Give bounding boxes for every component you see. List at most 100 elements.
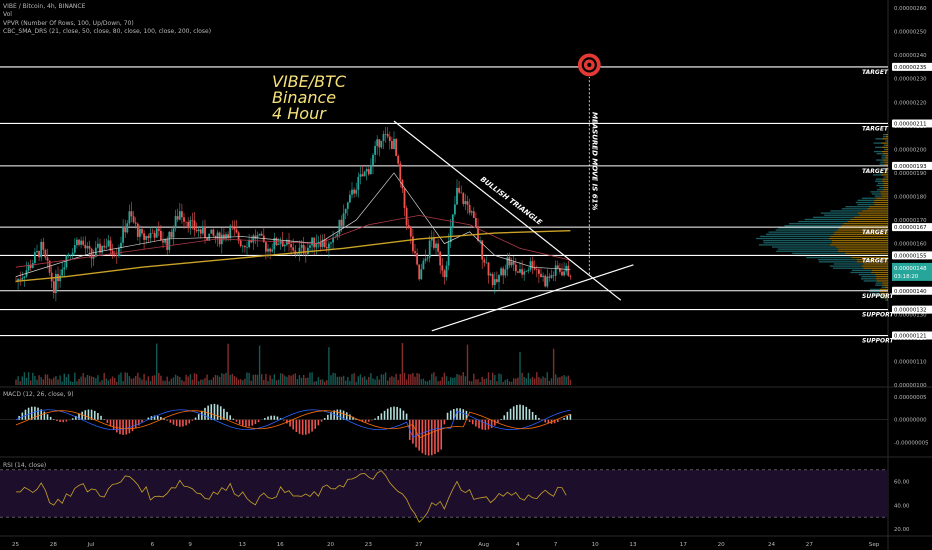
vpvr-up-bar bbox=[756, 238, 829, 239]
candle-body bbox=[347, 202, 349, 208]
macd-hist-bar bbox=[327, 415, 329, 420]
vpvr-down-bar bbox=[886, 134, 888, 135]
macd-hist-bar bbox=[25, 410, 27, 420]
volume-bar bbox=[125, 372, 126, 385]
vpvr-down-bar bbox=[836, 246, 888, 247]
volume-bar bbox=[192, 380, 193, 385]
macd-hist-bar bbox=[166, 420, 168, 421]
macd-hist-bar bbox=[387, 409, 389, 420]
volume-bar bbox=[429, 380, 430, 385]
price-tick-label: 0.00000160 bbox=[894, 242, 927, 248]
volume-bar bbox=[540, 379, 541, 385]
candle-body bbox=[534, 268, 536, 269]
volume-bar bbox=[53, 378, 54, 385]
volume-bar bbox=[515, 379, 516, 385]
candle-body bbox=[93, 257, 95, 259]
volume-bar bbox=[150, 381, 151, 385]
vpvr-up-bar bbox=[759, 244, 830, 245]
x-tick-label: 4 bbox=[516, 542, 520, 548]
vpvr-up-bar bbox=[874, 151, 882, 152]
volume-bar bbox=[526, 378, 527, 385]
volume-bar bbox=[404, 373, 405, 385]
volume-bar bbox=[297, 379, 298, 385]
volume-bar bbox=[139, 378, 140, 385]
vpvr-up-bar bbox=[833, 268, 863, 269]
vpvr-down-bar bbox=[884, 164, 888, 165]
candle-body bbox=[511, 262, 513, 265]
vpvr-down-bar bbox=[886, 145, 888, 146]
macd-hist-bar bbox=[245, 420, 247, 427]
volume-bar bbox=[66, 377, 67, 385]
volume-bar bbox=[400, 374, 401, 385]
volume-bar bbox=[555, 374, 556, 385]
candle-body bbox=[563, 271, 565, 275]
volume-bar bbox=[295, 373, 296, 385]
candle-body bbox=[309, 245, 311, 248]
volume-bar bbox=[171, 379, 172, 385]
candle-body bbox=[429, 241, 431, 258]
volume-bar bbox=[223, 374, 224, 385]
vpvr-up-bar bbox=[884, 149, 886, 150]
macd-hist-bar bbox=[198, 414, 200, 420]
candle-body bbox=[116, 255, 118, 256]
chart-title: VIBE/BTC Binance 4 Hour bbox=[272, 74, 346, 122]
level-label: SUPPORT bbox=[862, 338, 894, 345]
candle-body bbox=[305, 254, 307, 255]
candle-body bbox=[362, 174, 364, 176]
macd-hist-bar bbox=[47, 414, 49, 419]
vpvr-down-bar bbox=[886, 136, 888, 137]
macd-hist-bar bbox=[103, 419, 105, 420]
macd-hist-bar bbox=[368, 420, 370, 422]
volume-bar bbox=[322, 380, 323, 385]
volume-bar bbox=[41, 377, 42, 385]
macd-hist-bar bbox=[239, 420, 241, 424]
vpvr-up-bar bbox=[875, 181, 882, 182]
candle-body bbox=[412, 236, 414, 251]
candle-body bbox=[439, 252, 441, 266]
vpvr-up-bar bbox=[876, 159, 883, 160]
volume-bar bbox=[561, 376, 562, 385]
x-tick-label: 10 bbox=[592, 542, 600, 548]
vpvr-down-bar bbox=[883, 153, 888, 154]
volume-bar bbox=[303, 375, 304, 385]
volume-bar bbox=[389, 377, 390, 385]
candle-body bbox=[504, 269, 506, 275]
volume-bar bbox=[116, 382, 117, 385]
volume-bar bbox=[248, 373, 249, 385]
candle-body bbox=[408, 225, 410, 227]
vpvr-up-bar bbox=[883, 176, 885, 177]
volume-bar bbox=[406, 379, 407, 385]
macd-hist-bar bbox=[204, 408, 206, 420]
candle-body bbox=[555, 265, 557, 275]
macd-hist-bar bbox=[403, 411, 405, 420]
vpvr-up-bar bbox=[876, 178, 883, 179]
volume-bar bbox=[345, 381, 346, 385]
volume-bar bbox=[391, 376, 392, 385]
macd-hist-bar bbox=[248, 420, 250, 427]
volume-bar bbox=[414, 377, 415, 385]
candle-body bbox=[225, 234, 227, 239]
volume-bar bbox=[274, 374, 275, 385]
vpvr-down-bar bbox=[875, 274, 888, 275]
volume-bar bbox=[22, 376, 23, 385]
x-tick-label: 7 bbox=[554, 542, 558, 548]
volume-bar bbox=[456, 374, 457, 385]
volume-bar bbox=[290, 376, 291, 385]
volume-bar bbox=[452, 378, 453, 385]
macd-hist-bar bbox=[494, 420, 496, 426]
macd-hist-bar bbox=[371, 420, 373, 421]
candle-body bbox=[122, 227, 124, 243]
volume-bar bbox=[55, 376, 56, 385]
vpvr-up-bar bbox=[806, 257, 851, 258]
volume-bar bbox=[261, 374, 262, 385]
candle-body bbox=[133, 216, 135, 222]
volume-bar bbox=[24, 372, 25, 385]
candle-body bbox=[80, 241, 82, 245]
volume-bar bbox=[59, 375, 60, 385]
volume-bar bbox=[484, 379, 485, 385]
volume-bar bbox=[267, 381, 268, 385]
macd-hist-bar bbox=[340, 410, 342, 420]
volume-bar bbox=[282, 374, 283, 385]
candle-body bbox=[351, 190, 353, 195]
